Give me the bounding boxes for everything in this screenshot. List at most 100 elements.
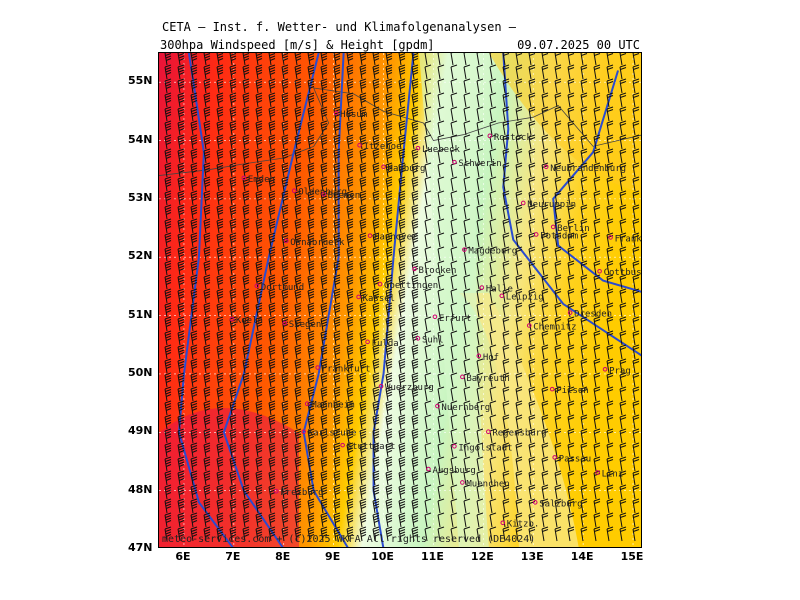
wind-barb xyxy=(437,92,445,108)
wind-barb xyxy=(606,442,614,458)
wind-barb xyxy=(385,372,393,388)
wind-barb xyxy=(593,190,601,206)
wind-barb xyxy=(268,288,276,304)
city-marker xyxy=(608,235,613,240)
wind-barb xyxy=(580,414,588,430)
wind-barb xyxy=(528,190,536,206)
wind-barb xyxy=(606,120,614,136)
wind-barb xyxy=(164,274,172,290)
wind-barb xyxy=(632,512,640,528)
wind-barb xyxy=(359,456,367,472)
wind-barb xyxy=(476,526,484,542)
wind-barb xyxy=(164,330,172,346)
wind-barb xyxy=(372,92,380,108)
wind-barb xyxy=(606,470,614,486)
wind-barb xyxy=(385,246,393,262)
wind-barb xyxy=(216,358,224,374)
wind-barb xyxy=(359,484,367,500)
wind-barb xyxy=(255,302,263,318)
wind-barb xyxy=(177,470,185,486)
wind-barb xyxy=(593,456,601,472)
wind-barb xyxy=(476,470,484,486)
wind-barb xyxy=(580,316,588,332)
wind-barb xyxy=(372,386,380,402)
wind-barb xyxy=(528,218,536,234)
wind-barb xyxy=(619,246,627,262)
wind-barb xyxy=(177,232,185,248)
wind-barb xyxy=(619,218,627,234)
wind-barb xyxy=(567,330,575,346)
wind-barb xyxy=(346,316,354,332)
wind-barb xyxy=(476,92,484,108)
wind-barb xyxy=(333,442,341,458)
wind-barb xyxy=(346,148,354,164)
wind-barb xyxy=(515,484,523,500)
wind-barb xyxy=(541,190,549,206)
wind-barb xyxy=(502,274,510,290)
wind-barb xyxy=(242,246,250,262)
wind-barb xyxy=(268,302,276,318)
wind-barb xyxy=(476,106,484,122)
wind-barb xyxy=(554,358,562,374)
wind-barb xyxy=(398,470,406,486)
wind-barb xyxy=(398,512,406,528)
wind-barb xyxy=(567,190,575,206)
wind-barb xyxy=(606,512,614,528)
wind-barb xyxy=(359,428,367,444)
wind-barb xyxy=(372,512,380,528)
wind-barb xyxy=(567,218,575,234)
wind-barb xyxy=(294,470,302,486)
city-marker xyxy=(426,466,431,472)
wind-barb xyxy=(255,78,263,94)
wind-barb xyxy=(229,456,237,472)
wind-barb xyxy=(463,526,471,542)
wind-barb xyxy=(229,204,237,220)
wind-barb xyxy=(450,470,458,486)
wind-barb xyxy=(502,400,510,416)
lat-label: 54N xyxy=(128,132,153,146)
wind-barb xyxy=(398,456,406,472)
wind-barb xyxy=(463,53,467,66)
wind-barb xyxy=(619,386,627,402)
wind-barb xyxy=(333,120,341,136)
wind-barb xyxy=(554,372,562,388)
wind-barb xyxy=(359,190,367,206)
wind-barb xyxy=(177,316,185,332)
wind-barb xyxy=(515,106,523,122)
wind-barb xyxy=(385,526,393,542)
wind-barb xyxy=(190,53,198,66)
lon-label: 12E xyxy=(470,550,494,563)
wind-barb xyxy=(216,64,224,80)
wind-barb xyxy=(411,386,419,402)
wind-barb xyxy=(619,92,627,108)
wind-barb xyxy=(346,344,354,360)
wind-barb xyxy=(255,358,263,374)
wind-barb xyxy=(476,344,484,360)
wind-barb xyxy=(528,148,536,164)
wind-barb xyxy=(450,414,458,430)
wind-barb xyxy=(606,218,614,234)
city-marker xyxy=(273,488,279,494)
wind-barb xyxy=(619,358,627,374)
wind-barb xyxy=(463,92,471,108)
wind-barb xyxy=(242,358,250,374)
wind-barb xyxy=(320,204,328,220)
wind-barb xyxy=(242,162,250,178)
wind-barb xyxy=(333,400,341,416)
wind-barb xyxy=(450,53,454,66)
city-marker xyxy=(291,188,297,194)
wind-barb xyxy=(372,442,380,458)
city-label: Berlin xyxy=(557,224,590,234)
city-marker xyxy=(486,429,491,435)
wind-barb xyxy=(385,512,393,528)
city-label: Passau xyxy=(559,454,592,464)
wind-barb xyxy=(177,288,185,304)
wind-barb xyxy=(255,386,263,402)
wind-barb xyxy=(359,176,367,192)
city-label: Rostock xyxy=(494,133,533,143)
wind-barb xyxy=(424,344,432,360)
city-marker xyxy=(357,142,362,148)
wind-barb xyxy=(502,120,510,136)
wind-barb xyxy=(203,456,211,472)
wind-barb xyxy=(450,92,458,108)
